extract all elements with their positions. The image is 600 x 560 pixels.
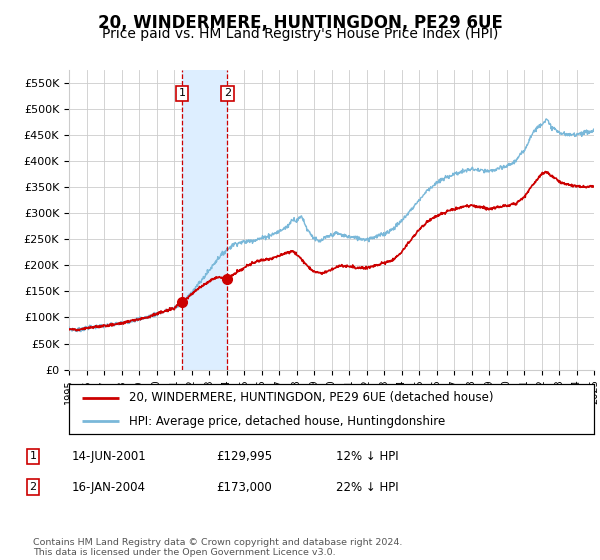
Text: Price paid vs. HM Land Registry's House Price Index (HPI): Price paid vs. HM Land Registry's House …: [102, 27, 498, 41]
Text: 14-JUN-2001: 14-JUN-2001: [72, 450, 147, 463]
Bar: [182, 70, 227, 370]
Text: HPI: Average price, detached house, Huntingdonshire: HPI: Average price, detached house, Hunt…: [130, 415, 446, 428]
Text: 20, WINDERMERE, HUNTINGDON, PE29 6UE (detached house): 20, WINDERMERE, HUNTINGDON, PE29 6UE (de…: [130, 391, 494, 404]
Text: 16-JAN-2004: 16-JAN-2004: [72, 480, 146, 494]
Text: 12% ↓ HPI: 12% ↓ HPI: [336, 450, 398, 463]
Text: 1: 1: [178, 88, 185, 99]
Text: 20, WINDERMERE, HUNTINGDON, PE29 6UE: 20, WINDERMERE, HUNTINGDON, PE29 6UE: [98, 14, 502, 32]
Text: £129,995: £129,995: [216, 450, 272, 463]
Text: £173,000: £173,000: [216, 480, 272, 494]
Text: 22% ↓ HPI: 22% ↓ HPI: [336, 480, 398, 494]
Text: 1: 1: [29, 451, 37, 461]
Text: Contains HM Land Registry data © Crown copyright and database right 2024.
This d: Contains HM Land Registry data © Crown c…: [33, 538, 403, 557]
Text: 2: 2: [224, 88, 231, 99]
Text: 2: 2: [29, 482, 37, 492]
